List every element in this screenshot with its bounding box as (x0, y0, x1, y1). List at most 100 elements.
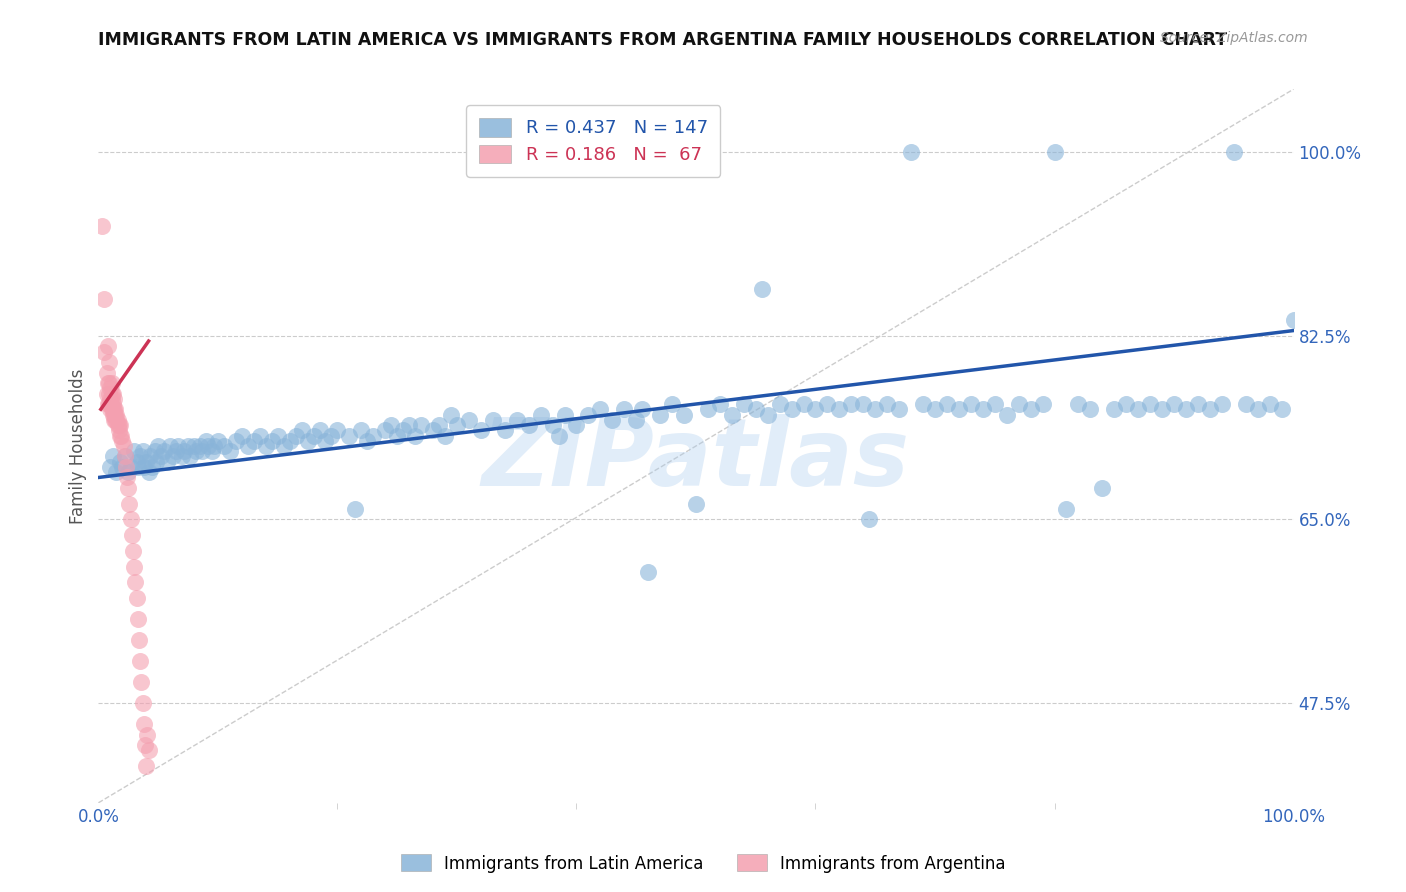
Point (243, 434, 266, 448)
Point (547, 428, 569, 442)
Point (120, 460, 142, 475)
Point (984, 397, 1007, 411)
Point (201, 444, 224, 458)
Point (374, 423, 396, 437)
Point (101, 397, 124, 411)
Point (91, 219, 114, 233)
Point (100, 386, 122, 401)
Text: IMMIGRANTS FROM LATIN AMERICA VS IMMIGRANTS FROM ARGENTINA FAMILY HOUSEHOLDS COR: IMMIGRANTS FROM LATIN AMERICA VS IMMIGRA… (98, 31, 1227, 49)
Point (398, 417, 420, 432)
Point (134, 738, 156, 752)
Point (98, 376, 121, 390)
Point (98, 460, 122, 475)
Point (613, 402, 636, 417)
Point (105, 408, 128, 422)
Point (267, 428, 290, 442)
Point (1163, 397, 1185, 411)
Text: ZIPatlas: ZIPatlas (482, 414, 910, 507)
Point (108, 455, 131, 469)
Point (517, 417, 540, 432)
Point (135, 455, 157, 469)
Point (98, 355, 121, 369)
Point (1152, 402, 1174, 417)
Point (1104, 402, 1126, 417)
Point (111, 460, 134, 475)
Point (291, 423, 314, 437)
Point (231, 428, 253, 442)
Point (135, 759, 157, 773)
Point (541, 417, 564, 432)
Point (768, 397, 790, 411)
Point (260, 434, 283, 448)
Point (1271, 402, 1294, 417)
Point (108, 428, 131, 442)
Point (167, 439, 190, 453)
Point (107, 417, 129, 432)
Point (960, 397, 983, 411)
Point (97, 376, 120, 390)
Point (1282, 313, 1305, 327)
Point (852, 397, 875, 411)
Point (1223, 145, 1246, 160)
Point (602, 413, 624, 427)
Point (165, 444, 187, 458)
Point (104, 413, 127, 427)
Point (115, 460, 138, 475)
Point (191, 444, 214, 458)
Point (124, 575, 146, 590)
Point (745, 402, 768, 417)
Point (404, 428, 426, 442)
Point (138, 743, 160, 757)
Point (1247, 402, 1270, 417)
Point (254, 439, 277, 453)
Point (103, 408, 125, 422)
Point (1258, 397, 1281, 411)
Point (297, 434, 319, 448)
Point (858, 512, 880, 526)
Point (98, 386, 121, 401)
Point (411, 417, 433, 432)
Point (105, 465, 128, 479)
Point (97, 339, 120, 353)
Point (924, 402, 946, 417)
Point (131, 675, 153, 690)
Point (101, 386, 124, 401)
Point (1199, 402, 1222, 417)
Point (101, 408, 124, 422)
Point (179, 450, 201, 464)
Point (530, 408, 553, 422)
Y-axis label: Family Households: Family Households (69, 368, 87, 524)
Point (122, 544, 145, 558)
Point (104, 408, 127, 422)
Point (339, 428, 361, 442)
Point (98, 402, 122, 417)
Point (911, 397, 934, 411)
Point (100, 376, 122, 390)
Point (114, 450, 136, 464)
Point (815, 397, 838, 411)
Point (422, 423, 444, 437)
Point (111, 434, 134, 448)
Point (131, 696, 153, 710)
Point (948, 402, 970, 417)
Point (780, 402, 803, 417)
Point (104, 402, 127, 417)
Point (793, 397, 815, 411)
Point (631, 402, 654, 417)
Point (321, 428, 343, 442)
Point (481, 413, 505, 427)
Point (1056, 502, 1078, 516)
Point (148, 439, 170, 453)
Point (1128, 402, 1150, 417)
Point (673, 408, 696, 422)
Point (972, 402, 994, 417)
Point (139, 450, 162, 464)
Point (356, 434, 378, 448)
Point (363, 428, 385, 442)
Point (565, 417, 588, 432)
Point (648, 408, 672, 422)
Point (96, 366, 118, 380)
Point (756, 408, 779, 422)
Point (127, 460, 149, 475)
Point (136, 728, 159, 742)
